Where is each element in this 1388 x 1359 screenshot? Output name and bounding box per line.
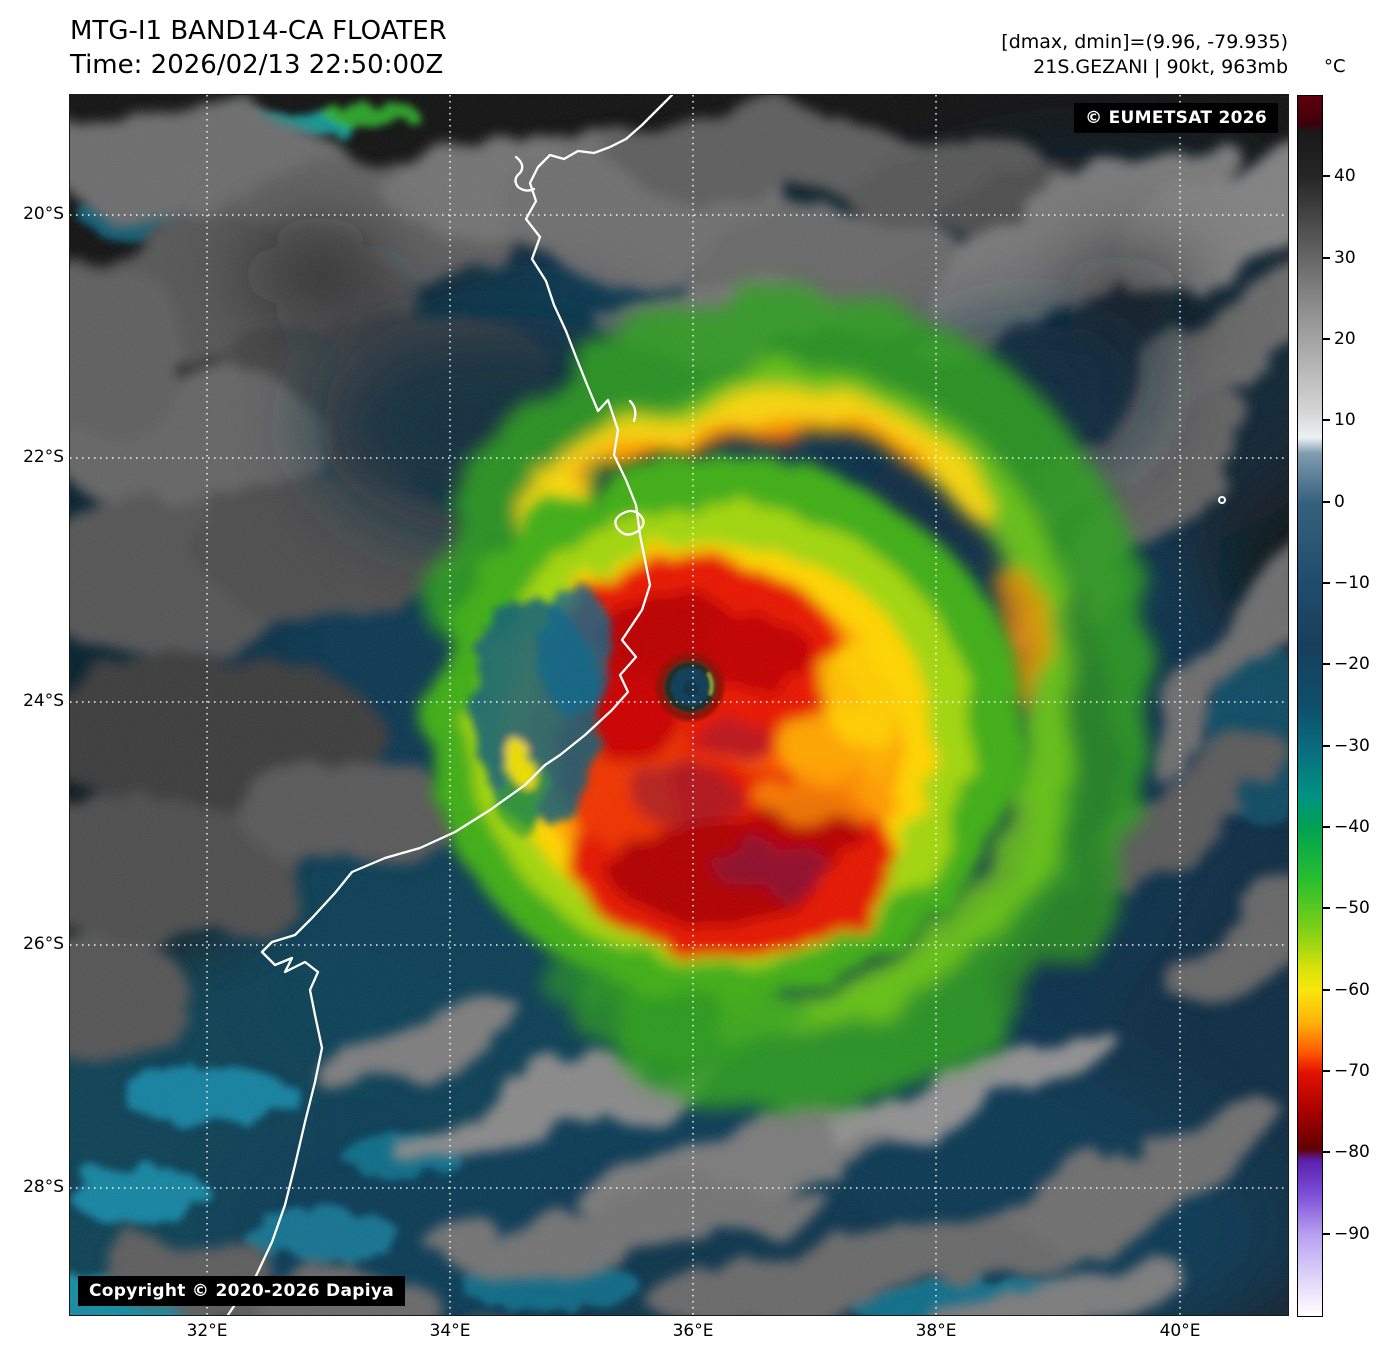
colorbar-tickmark — [1323, 582, 1330, 584]
colorbar-tickmark — [1323, 989, 1330, 991]
temperature-colorbar — [1297, 95, 1323, 1317]
colorbar-tick-neg90: −90 — [1334, 1224, 1370, 1244]
colorbar-tick-neg50: −50 — [1334, 898, 1370, 918]
dmax-dmin-readout: [dmax, dmin]=(9.96, -79.935) — [1001, 31, 1288, 53]
colorbar-tick-10: 10 — [1334, 410, 1356, 430]
lat-label-20s: 20°S — [23, 204, 64, 224]
colorbar-tickmark — [1323, 257, 1330, 259]
colorbar-tickmark — [1323, 338, 1330, 340]
dapiya-copyright-badge: Copyright © 2020-2026 Dapiya — [78, 1276, 405, 1306]
coastal-inlet-squiggle — [514, 155, 536, 192]
lon-label-36e: 36°E — [672, 1321, 714, 1341]
colorbar-tick-neg30: −30 — [1334, 736, 1370, 756]
lat-label-28s: 28°S — [23, 1177, 64, 1197]
coastline — [226, 95, 1226, 1315]
colorbar-tickmark — [1323, 1233, 1330, 1235]
colorbar-tick-neg80: −80 — [1334, 1142, 1370, 1162]
colorbar-tickmark — [1323, 907, 1330, 909]
colorbar-tick-0: 0 — [1334, 492, 1345, 512]
colorbar-tick-neg40: −40 — [1334, 817, 1370, 837]
colorbar-tickmark — [1323, 1151, 1330, 1153]
colorbar-tickmark — [1323, 826, 1330, 828]
colorbar-tick-20: 20 — [1334, 329, 1356, 349]
lat-label-24s: 24°S — [23, 691, 64, 711]
lon-label-34e: 34°E — [429, 1321, 471, 1341]
eumetsat-copyright-badge: © EUMETSAT 2026 — [1074, 103, 1278, 133]
colorbar-tickmark — [1323, 1070, 1330, 1072]
satellite-image-panel: © EUMETSAT 2026 Copyright © 2020-2026 Da… — [69, 94, 1289, 1316]
lon-label-40e: 40°E — [1159, 1321, 1201, 1341]
colorbar-tickmark — [1323, 419, 1330, 421]
colorbar-tickmark — [1323, 501, 1330, 503]
island-lagoon — [614, 509, 645, 536]
colorbar-tick-neg20: −20 — [1334, 654, 1370, 674]
colorbar-tickmark — [1323, 663, 1330, 665]
colorbar-tick-neg60: −60 — [1334, 980, 1370, 1000]
colorbar-tick-neg10: −10 — [1334, 573, 1370, 593]
product-time: Time: 2026/02/13 22:50:00Z — [70, 50, 444, 80]
product-title: MTG-I1 BAND14-CA FLOATER — [70, 16, 447, 46]
colorbar-tick-neg70: −70 — [1334, 1061, 1370, 1081]
colorbar-tickmark — [1323, 175, 1330, 177]
storm-readout: 21S.GEZANI | 90kt, 963mb — [1033, 56, 1288, 78]
graticule-grid — [70, 95, 1288, 1315]
colorbar-unit-label: °C — [1324, 56, 1346, 77]
colorbar-tickmark — [1323, 745, 1330, 747]
offshore-island — [628, 399, 637, 423]
lon-label-32e: 32°E — [186, 1321, 228, 1341]
lon-label-38e: 38°E — [915, 1321, 957, 1341]
colorbar-tick-40: 40 — [1334, 166, 1356, 186]
colorbar-tick-30: 30 — [1334, 248, 1356, 268]
satellite-scene — [70, 95, 1288, 1315]
lat-label-22s: 22°S — [23, 447, 64, 467]
small-island-ring — [1218, 496, 1226, 504]
lat-label-26s: 26°S — [23, 934, 64, 954]
noise-overlay — [70, 95, 1288, 1315]
